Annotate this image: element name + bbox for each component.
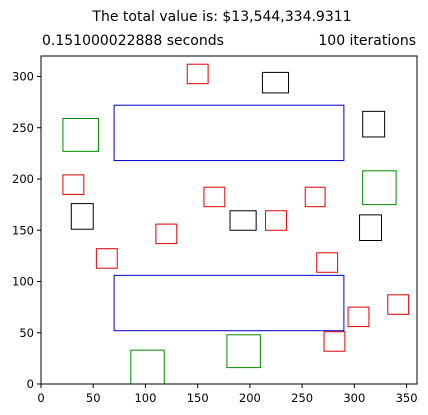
rectangle-red-15 (95, 248, 118, 269)
rectangle-red-2 (186, 63, 209, 85)
elapsed-time-label: 0.151000022888 seconds (42, 33, 224, 49)
rectangle-green-9 (362, 170, 397, 206)
rectangle-black-5 (362, 110, 386, 138)
x-tick-label-350: 350 (396, 391, 418, 405)
rectangle-red-16 (316, 252, 339, 273)
rectangle-red-6 (62, 174, 85, 195)
x-tick-label-100: 100 (134, 391, 156, 405)
rectangle-red-17 (347, 306, 370, 328)
rectangle-green-20 (226, 334, 261, 369)
x-axis: 0 50 100 150 200 250 300 350 (37, 384, 418, 405)
y-tick-label-250: 250 (12, 121, 34, 135)
rectangle-red-8 (304, 186, 326, 208)
y-tick-label-0: 0 (27, 377, 34, 391)
rectangle-blue-0 (113, 104, 345, 162)
iterations-label: 100 iterations (318, 33, 416, 49)
rectangle-black-3 (261, 71, 290, 94)
y-tick-label-50: 50 (19, 326, 34, 340)
rectangle-red-14 (155, 223, 178, 245)
rectangle-red-7 (203, 186, 226, 208)
x-tick-label-50: 50 (86, 391, 101, 405)
y-tick-label-150: 150 (12, 223, 34, 237)
plot-frame (40, 55, 418, 385)
rectangle-red-12 (265, 210, 287, 231)
x-tick-label-150: 150 (187, 391, 209, 405)
x-tick-label-0: 0 (37, 391, 44, 405)
rectangle-black-10 (70, 203, 94, 230)
rectangle-green-4 (62, 118, 99, 152)
x-tick-label-250: 250 (291, 391, 313, 405)
y-tick-label-300: 300 (12, 70, 34, 84)
rectangle-green-21 (130, 349, 165, 385)
x-tick-label-200: 200 (239, 391, 261, 405)
rectangle-blue-1 (113, 274, 345, 332)
rectangle-red-19 (323, 331, 346, 352)
rectangle-black-11 (229, 210, 257, 231)
y-tick-label-200: 200 (12, 172, 34, 186)
rectangle-marks (62, 63, 410, 385)
x-tick-label-300: 300 (343, 391, 365, 405)
y-axis: 0 50 100 150 200 250 300 (12, 70, 41, 391)
chart-title: The total value is: $13,544,334.9311 (91, 9, 351, 25)
rectangle-black-13 (359, 214, 382, 241)
y-tick-label-100: 100 (12, 275, 34, 289)
rectangle-red-18 (387, 294, 410, 315)
